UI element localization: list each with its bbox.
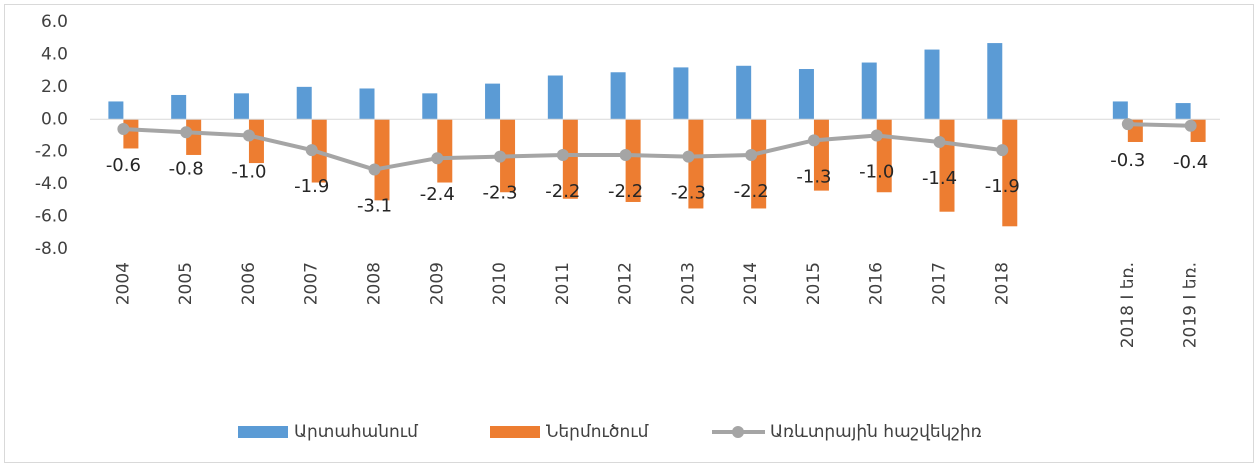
x-tick-label: 2008 [365,262,385,305]
x-tick-label: 2006 [239,262,259,305]
bar [108,101,124,120]
y-tick-label: 4.0 [41,44,68,64]
x-tick-label: 2013 [678,262,698,305]
data-label: -1.3 [796,166,831,187]
data-label: -2.3 [482,183,517,204]
x-tick-label: 2014 [741,262,761,305]
line-marker [1184,119,1197,132]
line-marker [1121,118,1134,131]
bar [485,83,501,120]
legend-marker [732,426,744,438]
x-tick-label: 2017 [930,262,950,305]
bar [1002,119,1018,227]
legend-label: Արտահանում [294,422,418,442]
data-label: -1.0 [231,162,266,183]
bar [861,62,877,120]
bar [422,93,438,120]
x-tick-label: 2018 [992,262,1012,305]
line-marker [933,135,946,148]
line-marker [494,150,507,163]
bar [296,86,312,120]
data-label: -0.4 [1173,152,1208,173]
bar [736,65,752,120]
bar [610,72,626,120]
line-marker [180,126,193,139]
y-tick-label: -2.0 [35,142,68,162]
bar [562,119,578,199]
line-marker [807,134,820,147]
y-tick-label: 6.0 [41,12,68,32]
data-label: -0.6 [106,155,141,176]
line-marker [745,148,758,161]
legend-swatch [238,426,288,438]
x-tick-label: 2016 [867,262,887,305]
bar [1112,101,1128,120]
x-tick-label: 2015 [804,262,824,305]
line-marker [870,129,883,142]
line-marker [431,152,444,165]
bar [673,67,689,120]
y-tick-label: -4.0 [35,174,68,194]
bar [798,69,814,120]
line-marker [117,123,130,136]
bar [1175,103,1191,120]
data-label: -3.1 [357,196,392,217]
x-tick-label: 2005 [176,262,196,305]
bar [171,94,187,120]
bar [751,119,767,209]
x-tick-label: 2012 [616,262,636,305]
data-label: -1.9 [294,176,329,197]
x-tick-label: 2018 I եռ. [1118,262,1138,348]
data-label: -0.3 [1110,150,1145,171]
line-marker [242,129,255,142]
x-tick-label: 2011 [553,262,573,305]
bar [359,88,375,120]
x-tick-label: 2004 [113,262,133,305]
y-tick-label: -8.0 [35,239,68,259]
data-label: -1.4 [922,168,957,189]
line-marker [619,148,632,161]
data-label: -2.2 [545,181,580,202]
legend-swatch [490,426,540,438]
line-marker [996,144,1009,157]
x-tick-label: 2010 [490,262,510,305]
x-tick-label: 2007 [302,262,322,305]
data-label: -2.3 [671,183,706,204]
legend-label: Ներմուծում [546,422,649,442]
y-tick-label: -6.0 [35,207,68,227]
x-tick-label: 2009 [427,262,447,305]
bar [547,75,563,120]
bar [625,119,641,202]
bar [248,119,264,164]
chart-frame [4,4,1254,463]
line-marker [682,150,695,163]
data-label: -0.8 [169,158,204,179]
line-marker [556,148,569,161]
data-label: -2.2 [608,181,643,202]
data-label: -2.4 [420,184,455,205]
data-label: -2.2 [734,181,769,202]
bar [233,93,249,120]
bar [688,119,704,209]
bar [924,49,940,120]
line-marker [305,144,318,157]
y-tick-label: 2.0 [41,77,68,97]
line-marker [368,163,381,176]
x-tick-label: 2019 I եռ. [1181,262,1201,348]
y-tick-label: 0.0 [41,109,68,129]
legend-label: Առևտրային հաշվեկշիռ [770,422,982,442]
bar [987,43,1003,120]
bar [437,119,453,183]
bar [374,119,390,201]
bar [939,119,955,212]
data-label: -1.0 [859,162,894,183]
data-label: -1.9 [985,176,1020,197]
